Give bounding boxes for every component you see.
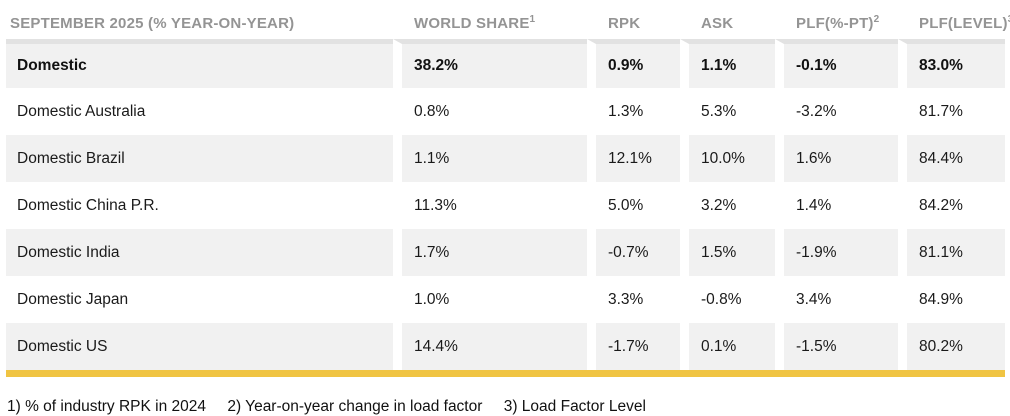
table-row-domestic-australia: Domestic Australia 0.8% 1.3% 5.3% -3.2% … bbox=[6, 88, 1005, 135]
accent-bar bbox=[6, 370, 1005, 377]
column-header-label: WORLD SHARE bbox=[414, 15, 530, 32]
plf-level-cell: 84.4% bbox=[898, 135, 1005, 182]
world-share-cell: 1.7% bbox=[393, 229, 587, 276]
row-label: Domestic bbox=[6, 39, 393, 88]
world-share-cell: 0.8% bbox=[393, 88, 587, 135]
row-label: Domestic US bbox=[6, 323, 393, 370]
world-share-cell: 1.0% bbox=[393, 276, 587, 323]
column-header-rpk: RPK bbox=[587, 0, 680, 39]
rpk-cell: 1.3% bbox=[587, 88, 680, 135]
plf-level-cell: 81.1% bbox=[898, 229, 1005, 276]
plf-pt-cell: -1.5% bbox=[775, 323, 898, 370]
world-share-cell: 14.4% bbox=[393, 323, 587, 370]
rpk-cell: -1.7% bbox=[587, 323, 680, 370]
footnote-marker: 1 bbox=[529, 14, 536, 25]
footnote-marker: 3 bbox=[1008, 14, 1010, 25]
column-header-label: ASK bbox=[701, 15, 734, 32]
footnote-1: 1) % of industry RPK in 2024 bbox=[7, 398, 207, 415]
column-header-label: PLF(%-PT) bbox=[796, 15, 874, 32]
world-share-cell: 1.1% bbox=[393, 135, 587, 182]
plf-pt-cell: -0.1% bbox=[775, 39, 898, 88]
plf-pt-cell: 3.4% bbox=[775, 276, 898, 323]
domestic-market-table: SEPTEMBER 2025 (% YEAR-ON-YEAR) WORLD SH… bbox=[6, 0, 1010, 370]
column-header-ask: ASK bbox=[680, 0, 775, 39]
plf-level-cell: 84.2% bbox=[898, 182, 1005, 229]
footnote-2: 2) Year-on-year change in load factor bbox=[227, 398, 483, 415]
plf-pt-cell: 1.6% bbox=[775, 135, 898, 182]
row-label: Domestic India bbox=[6, 229, 393, 276]
ask-cell: 0.1% bbox=[680, 323, 775, 370]
world-share-cell: 11.3% bbox=[393, 182, 587, 229]
table-row-domestic-us: Domestic US 14.4% -1.7% 0.1% -1.5% 80.2% bbox=[6, 323, 1005, 370]
footnotes: 1) % of industry RPK in 2024 2) Year-on-… bbox=[7, 398, 1010, 416]
column-header-label: PLF(LEVEL) bbox=[919, 15, 1008, 32]
world-share-cell: 38.2% bbox=[393, 39, 587, 88]
column-header-plf-level: PLF(LEVEL)3 bbox=[898, 0, 1010, 39]
ask-cell: 1.5% bbox=[680, 229, 775, 276]
rpk-cell: 5.0% bbox=[587, 182, 680, 229]
plf-level-cell: 84.9% bbox=[898, 276, 1005, 323]
ask-cell: 5.3% bbox=[680, 88, 775, 135]
plf-level-cell: 81.7% bbox=[898, 88, 1005, 135]
ask-cell: 1.1% bbox=[680, 39, 775, 88]
rpk-cell: 0.9% bbox=[587, 39, 680, 88]
table-header: SEPTEMBER 2025 (% YEAR-ON-YEAR) WORLD SH… bbox=[6, 0, 1010, 39]
table-row-domestic-total: Domestic 38.2% 0.9% 1.1% -0.1% 83.0% bbox=[6, 39, 1005, 88]
table-row-domestic-brazil: Domestic Brazil 1.1% 12.1% 10.0% 1.6% 84… bbox=[6, 135, 1005, 182]
footnote-marker: 2 bbox=[873, 14, 880, 25]
column-header-label: RPK bbox=[608, 15, 641, 32]
plf-pt-cell: -1.9% bbox=[775, 229, 898, 276]
plf-level-cell: 83.0% bbox=[898, 39, 1005, 88]
row-label: Domestic Australia bbox=[6, 88, 393, 135]
column-header-plf-pt: PLF(%-PT)2 bbox=[775, 0, 898, 39]
table-row-domestic-japan: Domestic Japan 1.0% 3.3% -0.8% 3.4% 84.9… bbox=[6, 276, 1005, 323]
plf-pt-cell: -3.2% bbox=[775, 88, 898, 135]
rpk-cell: -0.7% bbox=[587, 229, 680, 276]
ask-cell: 10.0% bbox=[680, 135, 775, 182]
row-label: Domestic China P.R. bbox=[6, 182, 393, 229]
footnote-3: 3) Load Factor Level bbox=[503, 398, 646, 415]
plf-level-cell: 80.2% bbox=[898, 323, 1005, 370]
table-row-domestic-china: Domestic China P.R. 11.3% 5.0% 3.2% 1.4%… bbox=[6, 182, 1005, 229]
rpk-cell: 12.1% bbox=[587, 135, 680, 182]
table-row-domestic-india: Domestic India 1.7% -0.7% 1.5% -1.9% 81.… bbox=[6, 229, 1005, 276]
table-title: SEPTEMBER 2025 (% YEAR-ON-YEAR) bbox=[10, 15, 295, 32]
row-label: Domestic Brazil bbox=[6, 135, 393, 182]
header-row: SEPTEMBER 2025 (% YEAR-ON-YEAR) WORLD SH… bbox=[6, 0, 1010, 39]
column-header-world-share: WORLD SHARE1 bbox=[393, 0, 587, 39]
plf-pt-cell: 1.4% bbox=[775, 182, 898, 229]
rpk-cell: 3.3% bbox=[587, 276, 680, 323]
ask-cell: 3.2% bbox=[680, 182, 775, 229]
row-label: Domestic Japan bbox=[6, 276, 393, 323]
ask-cell: -0.8% bbox=[680, 276, 775, 323]
